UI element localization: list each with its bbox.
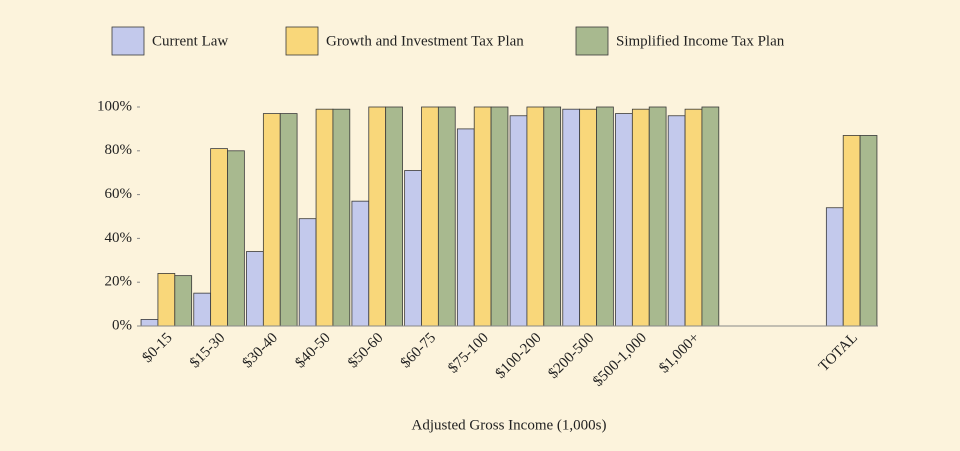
bar	[562, 108, 581, 327]
y-tick-label: 60%	[105, 186, 133, 202]
legend-label: Simplified Income Tax Plan	[616, 33, 785, 49]
bar	[825, 207, 844, 327]
bar	[210, 148, 228, 327]
y-tick-label: 80%	[105, 142, 133, 158]
bar	[193, 292, 212, 327]
y-tick-label: 0%	[112, 317, 132, 333]
bar	[631, 108, 650, 327]
bar	[227, 150, 245, 327]
bar	[332, 108, 351, 327]
bar	[859, 135, 878, 327]
y-tick-label: 20%	[105, 274, 133, 290]
bar	[701, 106, 720, 327]
y-tick-label: 40%	[105, 230, 133, 246]
bar	[279, 113, 298, 327]
bar	[456, 128, 475, 327]
bar	[684, 108, 703, 327]
x-axis-label: Adjusted Gross Income (1,000s)	[412, 417, 607, 433]
bar	[246, 251, 264, 327]
bar	[490, 106, 509, 327]
bar	[509, 115, 528, 327]
legend-swatch	[285, 26, 319, 56]
bar	[404, 170, 422, 327]
bar	[667, 115, 686, 327]
bar	[596, 106, 614, 327]
bar	[262, 113, 281, 327]
legend-swatch	[111, 26, 145, 56]
bar	[579, 108, 597, 327]
bar	[385, 106, 403, 327]
bar	[298, 218, 317, 327]
bar	[648, 106, 667, 327]
bar	[174, 275, 193, 327]
bar	[437, 106, 456, 327]
bar	[615, 113, 633, 327]
bar	[473, 106, 492, 327]
y-tick-label: 100%	[97, 98, 132, 114]
bar	[368, 106, 387, 327]
legend-label: Current Law	[152, 33, 228, 49]
bar	[157, 273, 176, 327]
bar	[351, 200, 370, 327]
bar	[140, 319, 159, 327]
legend-label: Growth and Investment Tax Plan	[326, 33, 524, 49]
bar	[315, 108, 334, 327]
legend-swatch	[575, 26, 609, 56]
bar	[842, 135, 861, 327]
bar	[421, 106, 439, 327]
bar	[526, 106, 545, 327]
bar	[543, 106, 562, 327]
